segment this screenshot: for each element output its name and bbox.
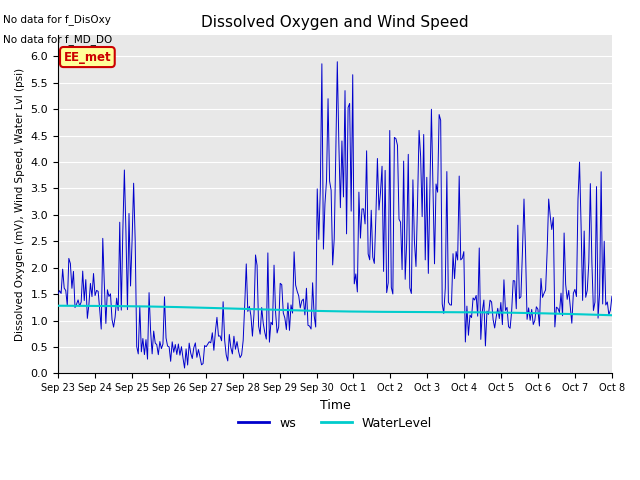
Legend: ws, WaterLevel: ws, WaterLevel (233, 412, 437, 435)
Y-axis label: Dissolved Oxygen (mV), Wind Speed, Water Lvl (psi): Dissolved Oxygen (mV), Wind Speed, Water… (15, 68, 25, 341)
X-axis label: Time: Time (319, 398, 350, 412)
Title: Dissolved Oxygen and Wind Speed: Dissolved Oxygen and Wind Speed (201, 15, 468, 30)
Text: EE_met: EE_met (63, 50, 111, 63)
Text: No data for f_MD_DO: No data for f_MD_DO (3, 34, 113, 45)
Text: No data for f_DisOxy: No data for f_DisOxy (3, 14, 111, 25)
